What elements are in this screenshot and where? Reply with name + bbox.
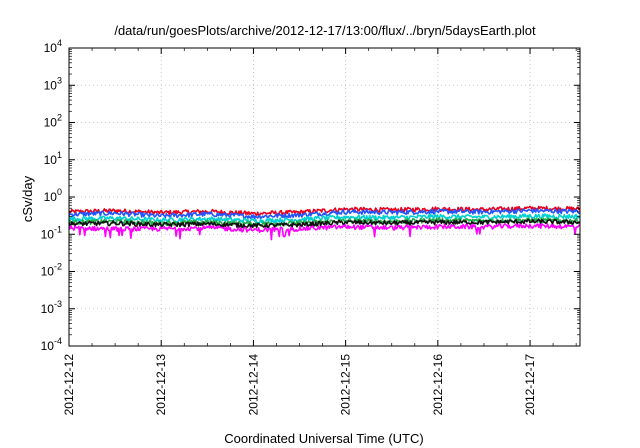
x-axis-label: Coordinated Universal Time (UTC) — [224, 431, 423, 446]
series-line-5 — [68, 218, 581, 229]
y-tick-label: 10-1 — [41, 224, 62, 241]
x-tick-label: 2012-12-17 — [523, 354, 537, 416]
series-lines — [68, 205, 581, 241]
x-tick-label: 2012-12-15 — [339, 354, 353, 416]
x-tick-label: 2012-12-12 — [62, 354, 76, 416]
chart-title: /data/run/goesPlots/archive/2012-12-17/1… — [114, 23, 536, 38]
x-axis-ticks: 2012-12-12 2012-12-13 2012-12-14 2012-12-15… — [62, 48, 577, 416]
y-tick-label: 100 — [44, 187, 62, 204]
series-line-6 — [68, 223, 580, 241]
y-tick-label: 104 — [44, 38, 62, 55]
y-axis-label: cSv/day — [20, 175, 35, 222]
x-tick-label: 2012-12-14 — [246, 354, 260, 416]
y-axis-ticks: 104 103 102 101 100 10-1 10-2 10-3 10-4 — [41, 38, 580, 353]
y-tick-label: 10-4 — [41, 336, 62, 353]
y-tick-label: 10-2 — [41, 262, 62, 279]
y-tick-label: 102 — [44, 113, 62, 130]
series-line-2 — [68, 208, 581, 220]
y-tick-label: 10-3 — [41, 299, 62, 316]
x-tick-label: 2012-12-13 — [154, 354, 168, 416]
series-line-3 — [68, 213, 581, 224]
grid — [69, 48, 580, 346]
x-tick-label: 2012-12-16 — [431, 354, 445, 416]
y-tick-label: 101 — [44, 150, 62, 167]
series-line-1 — [68, 205, 581, 217]
y-tick-label: 103 — [44, 75, 62, 92]
